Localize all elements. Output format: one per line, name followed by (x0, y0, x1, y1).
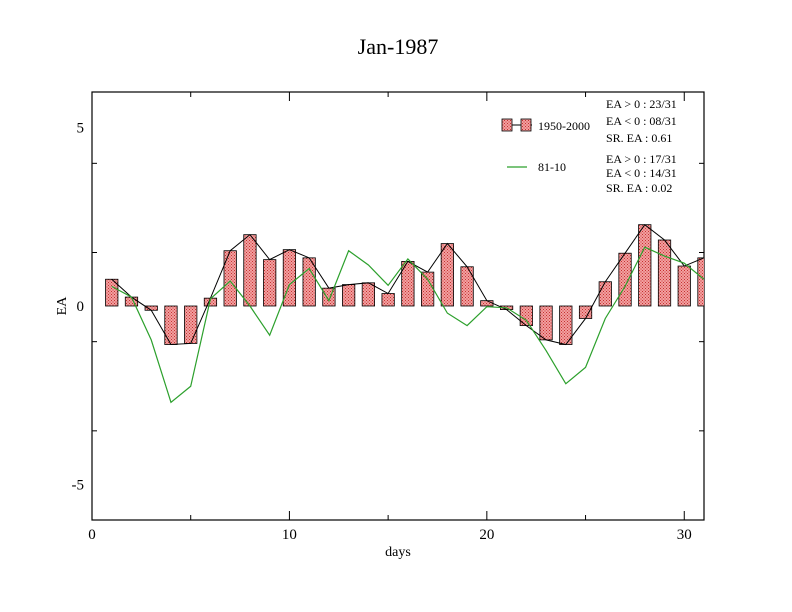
y-tick-label-0: 0 (77, 299, 85, 315)
bar-day-5 (184, 305, 198, 344)
bar-day-14 (361, 282, 375, 307)
y-axis-ticks: 5 0 -5 (72, 121, 704, 521)
legend-stat-2-2: EA < 0 : 14/31 (606, 166, 677, 180)
legend-stat-1-1: EA > 0 : 23/31 (606, 97, 677, 111)
legend-stat-1-3: SR. EA : 0.61 (606, 131, 672, 145)
bar-day-4 (164, 305, 178, 345)
bar-day-9 (263, 259, 277, 307)
x-tick-label-0: 0 (88, 527, 96, 543)
bar-day-17 (421, 271, 435, 307)
x-axis-ticks: 0 10 20 30 (88, 92, 692, 543)
legend: 1950-2000 EA > 0 : 23/31 EA < 0 : 08/31 … (501, 97, 677, 195)
legend-stat-2-1: EA > 0 : 17/31 (606, 152, 677, 166)
bar-day-19 (460, 266, 474, 307)
y-tick-label-5: 5 (77, 121, 85, 137)
legend-stat-1-2: EA < 0 : 08/31 (606, 114, 677, 128)
x-tick-label-30: 30 (677, 527, 692, 543)
bar-day-31 (697, 257, 704, 307)
bar-day-26 (598, 281, 612, 307)
bar-day-10 (282, 249, 297, 307)
bar-day-13 (342, 284, 356, 307)
legend-label-81-10: 81-10 (538, 160, 566, 174)
bar-day-27 (618, 252, 632, 307)
bar-day-25 (578, 305, 593, 319)
bar-day-7 (223, 250, 237, 307)
x-axis-label: days (385, 545, 411, 560)
bar-day-30 (677, 265, 691, 307)
legend-label-1950-2000: 1950-2000 (538, 119, 590, 133)
chart-title: Jan-1987 (358, 34, 439, 59)
line-layer (111, 223, 704, 404)
legend-swatch-bar-left (501, 118, 513, 132)
bar-day-8 (243, 234, 257, 307)
x-tick-label-20: 20 (479, 527, 494, 543)
x-tick-label-10: 10 (282, 527, 297, 543)
bar-day-28 (638, 224, 652, 307)
legend-swatch-bar-right (520, 118, 532, 132)
y-axis-label: EA (55, 296, 70, 316)
y-tick-label--5: -5 (72, 477, 85, 493)
bar-series-1950-2000 (105, 224, 704, 345)
bar-day-20 (480, 300, 494, 307)
bar-day-23 (539, 305, 553, 341)
bar-day-18 (440, 243, 454, 307)
legend-stat-2-3: SR. EA : 0.02 (606, 181, 672, 195)
bar-day-15 (381, 293, 395, 307)
line-series-81-10 (111, 246, 704, 404)
bar-day-3 (144, 305, 158, 311)
bar-day-29 (657, 239, 672, 307)
